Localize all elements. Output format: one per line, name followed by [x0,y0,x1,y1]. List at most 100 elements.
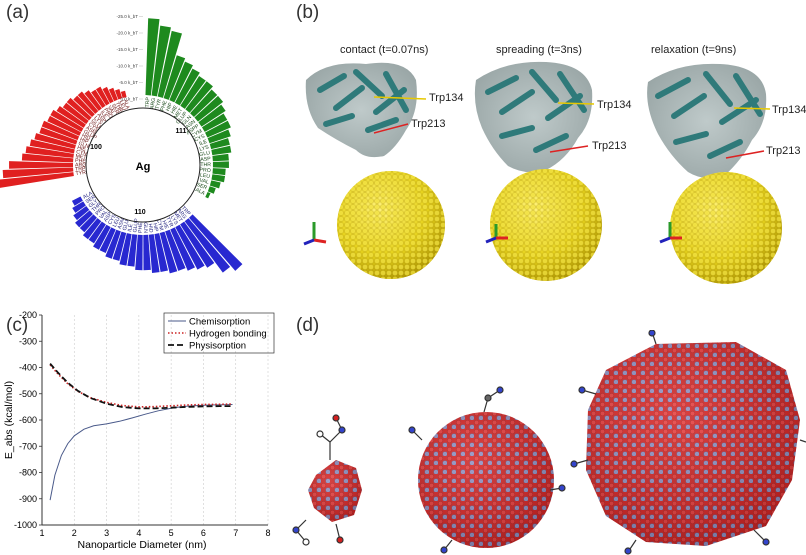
residue-label-110-tyr: TYR [164,216,174,228]
y-tick--600: -600 [19,415,37,425]
residue-label-110-gln: GLN [142,222,148,233]
bar-100-cym [29,139,75,154]
bar-100-phe [21,153,74,163]
bar-100-hip [41,120,80,141]
bar-110-hip [154,233,168,272]
bar-111-phe [163,55,186,100]
legend-box [163,312,275,354]
bar-111-ile [207,129,231,144]
gold-particle-2 [490,169,602,281]
residue-label-110-gly: GLY [88,198,100,209]
bar-110-hid [148,234,160,274]
residue-label-110-trp: TRP [180,205,192,217]
bar-111-lys [209,138,230,150]
x-tick-2: 2 [72,528,77,538]
residue-label-110-hip: HIP [151,223,159,233]
residue-label-111-hie: HIE [170,104,180,115]
protein-helices-3 [655,71,763,159]
trp134-label-3: Trp134 [772,104,806,116]
snapshot-3-graphic [647,63,782,284]
snapshot-panel: contact (t=0.07ns) Trp134 Trp213 spreadi… [296,0,806,300]
residue-label-110-glup: GLUP [132,218,140,233]
residue-label-111-asp: ASP [200,156,211,163]
residue-label-111-val: VAL [199,178,210,186]
bar-111-hip [169,61,193,103]
residue-label-111-ile: ILE [199,139,209,148]
series-hydrogen-bonding [49,364,233,408]
residue-label-100-leu: LEU [118,100,127,112]
legend-label-0: Chemisorption [189,317,250,328]
x-tick-4: 4 [136,528,141,538]
residue-label-100-tyr: TYR [75,170,86,177]
y-tick--1000: -1000 [14,520,37,530]
protein-surface-1 [305,62,417,158]
inner-ring [85,107,201,223]
gold-particle-1 [337,171,445,279]
residue-label-100-cys: CYS [87,122,100,134]
facet-label-111: 111 [176,128,187,135]
center-label: Ag [136,161,151,173]
adsorption-energy-chart: 1 2 3 4 5 6 7 8 -1000 -900 -800 -700 -600 -500 -400 -30… [3,310,275,551]
bar-111-hie [174,68,200,106]
residue-label-100-pro: PRO [102,107,113,120]
residue-label-110-phe: PHE [138,222,144,233]
trp134-arrow-2 [557,102,595,105]
bar-100-lys [73,95,95,118]
bar-100-met [25,146,74,158]
y-tick--900: -900 [19,494,37,504]
bar-111-tyr [157,30,182,98]
bar-110-met [180,221,215,268]
bar-111-asp [212,153,229,162]
medium-nanoparticle [408,386,566,554]
bar-110-arg [184,218,231,273]
scale-tick-0: -25.0 k_bT [116,14,138,19]
bar-111-met [180,75,206,109]
trp213-label-2: Trp213 [592,140,627,152]
residue-label-111-leu: LEU [199,172,210,180]
residue-label-111-hip: HIP [165,101,174,112]
facet-label-100: 100 [90,144,102,151]
bar-100-asp [77,91,99,114]
residue-label-110-ala: ALA [82,190,94,200]
residue-labels: TRPARGTYRPHEHIPHIEMETGLUPGLNASNASPPCYMCY… [75,96,212,233]
bar-100-hie [34,133,76,149]
bar-100-thr [108,87,118,102]
axis-triad-3 [659,222,682,244]
snapshot-title-relaxation: relaxation (t=9ns) [651,44,737,56]
residue-label-111-phe: PHE [160,99,169,112]
bar-110-tyr [170,227,196,271]
chart-axes: 1 2 3 4 5 6 7 8 -1000 -900 -800 -700 -600 -500 -400 -30… [14,310,271,538]
residue-label-100-val: VAL [106,105,116,116]
residue-label-110-hid: HID [147,223,154,233]
large-nanoparticle [570,330,806,555]
bar-110-ile [119,233,132,266]
y-axis-label: E_abs (kcal/mol) [3,381,15,459]
residue-label-111-gln: GLN [181,114,193,126]
protein-helices-2 [485,69,587,153]
panel-d-label: (d) [296,315,320,336]
y-tick--800: -800 [19,468,37,478]
protein-surface-2 [474,61,593,173]
legend-label-2: Physisorption [189,341,246,352]
bar-100-ala [120,90,127,99]
bar-111-arg [151,25,171,97]
residue-label-111-ala: ALA [194,187,206,197]
residue-label-100-trp: TRP [75,166,86,173]
bar-100-pro [91,89,106,109]
panel-c-label: (c) [6,315,29,336]
residue-label-110-lys: LYS [169,215,179,227]
residue-label-110-cym: CYM [155,219,164,232]
residue-label-110-ile: ILE [127,223,135,232]
series-chemisorption [49,404,233,501]
residue-label-111-ser: SER [196,182,208,191]
circular-bar-chart: TRPARGTYRPHEHIPHIEMETGLUPGLNASNASPPCYMCY… [0,14,243,274]
residue-label-111-pro: PRO [199,167,211,174]
trp134-arrow-1 [373,96,427,100]
bar-100-gln [39,127,78,145]
bar-110-leu [99,227,116,254]
bar-110-pro [79,214,97,233]
scale-tick-5: 0.0 k_bT [120,97,138,102]
bar-100-ile [84,90,102,111]
bar-100-cys [62,102,89,125]
axis-triad-1 [303,222,327,246]
